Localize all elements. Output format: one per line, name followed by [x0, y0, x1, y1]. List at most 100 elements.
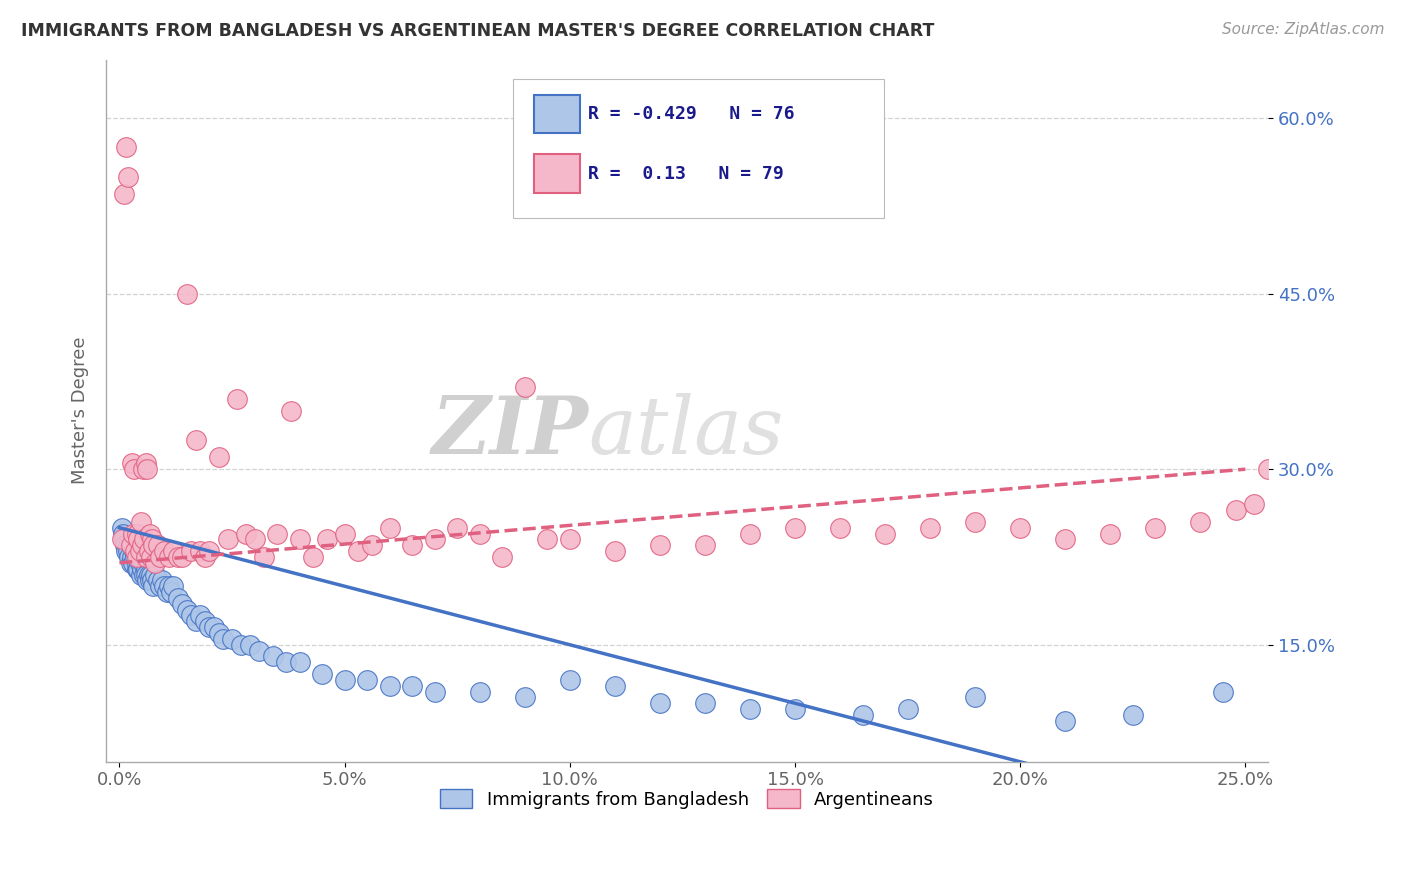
Point — [247, 643, 270, 657]
Point — [648, 538, 671, 552]
Point — [356, 673, 378, 687]
Point — [783, 521, 806, 535]
Point — [198, 544, 221, 558]
Point — [128, 556, 150, 570]
Point — [920, 521, 942, 535]
Point — [135, 549, 157, 564]
Point — [333, 673, 356, 687]
Point — [153, 579, 176, 593]
Point — [132, 462, 155, 476]
Point — [423, 533, 446, 547]
Point — [468, 526, 491, 541]
Point — [138, 544, 160, 558]
Point — [114, 538, 136, 552]
Point — [513, 690, 536, 705]
Point — [167, 549, 190, 564]
Point — [139, 526, 162, 541]
Point — [134, 533, 156, 547]
Point — [783, 702, 806, 716]
Point — [274, 655, 297, 669]
Point — [129, 515, 152, 529]
Point — [828, 521, 851, 535]
Point — [150, 574, 173, 588]
Point — [167, 591, 190, 605]
Point — [693, 696, 716, 710]
Point — [280, 403, 302, 417]
Point — [202, 620, 225, 634]
Point — [172, 549, 194, 564]
Text: ZIP: ZIP — [432, 393, 588, 470]
Point — [160, 585, 183, 599]
Legend: Immigrants from Bangladesh, Argentineans: Immigrants from Bangladesh, Argentineans — [433, 782, 941, 816]
Point — [127, 556, 149, 570]
Point — [1099, 526, 1122, 541]
Point — [135, 562, 157, 576]
Point — [1225, 503, 1247, 517]
Point — [127, 549, 149, 564]
Point — [194, 615, 217, 629]
Point — [288, 655, 311, 669]
Point — [134, 567, 156, 582]
Point — [142, 579, 165, 593]
Point — [311, 667, 333, 681]
Point — [738, 702, 761, 716]
Point — [217, 533, 239, 547]
Point — [153, 544, 176, 558]
Point — [965, 515, 987, 529]
Point — [112, 187, 135, 202]
Point — [117, 544, 139, 558]
Text: Source: ZipAtlas.com: Source: ZipAtlas.com — [1222, 22, 1385, 37]
Point — [243, 533, 266, 547]
Point — [239, 638, 262, 652]
Text: R = -0.429   N = 76: R = -0.429 N = 76 — [588, 104, 794, 123]
Point — [118, 549, 141, 564]
Point — [194, 549, 217, 564]
Point — [378, 679, 401, 693]
Y-axis label: Master's Degree: Master's Degree — [72, 337, 89, 484]
Point — [141, 533, 163, 547]
Point — [162, 579, 184, 593]
Point — [262, 649, 284, 664]
Point — [131, 538, 153, 552]
Point — [180, 544, 202, 558]
Point — [1212, 684, 1234, 698]
Point — [111, 533, 134, 547]
Point — [141, 574, 163, 588]
Point — [157, 579, 180, 593]
Point — [446, 521, 468, 535]
Point — [120, 538, 142, 552]
Point — [378, 521, 401, 535]
Point — [139, 567, 162, 582]
Point — [302, 549, 325, 564]
Point — [120, 556, 142, 570]
Point — [138, 567, 160, 582]
Point — [401, 538, 423, 552]
Point — [1189, 515, 1212, 529]
Point — [124, 544, 146, 558]
Point — [145, 556, 167, 570]
FancyBboxPatch shape — [513, 78, 884, 218]
Point — [127, 533, 149, 547]
Point — [125, 562, 148, 576]
Point — [117, 538, 139, 552]
Text: R =  0.13   N = 79: R = 0.13 N = 79 — [588, 165, 785, 183]
Point — [1054, 714, 1077, 728]
Point — [693, 538, 716, 552]
Point — [198, 620, 221, 634]
Point — [184, 615, 207, 629]
Point — [603, 544, 626, 558]
Point — [127, 562, 149, 576]
Point — [131, 562, 153, 576]
Point — [157, 549, 180, 564]
Point — [207, 626, 229, 640]
Point — [190, 608, 212, 623]
Point — [132, 556, 155, 570]
Point — [172, 597, 194, 611]
Point — [162, 544, 184, 558]
FancyBboxPatch shape — [533, 154, 581, 193]
Point — [125, 526, 148, 541]
Point — [156, 585, 179, 599]
Point — [603, 679, 626, 693]
Point — [558, 673, 581, 687]
Point — [176, 286, 198, 301]
